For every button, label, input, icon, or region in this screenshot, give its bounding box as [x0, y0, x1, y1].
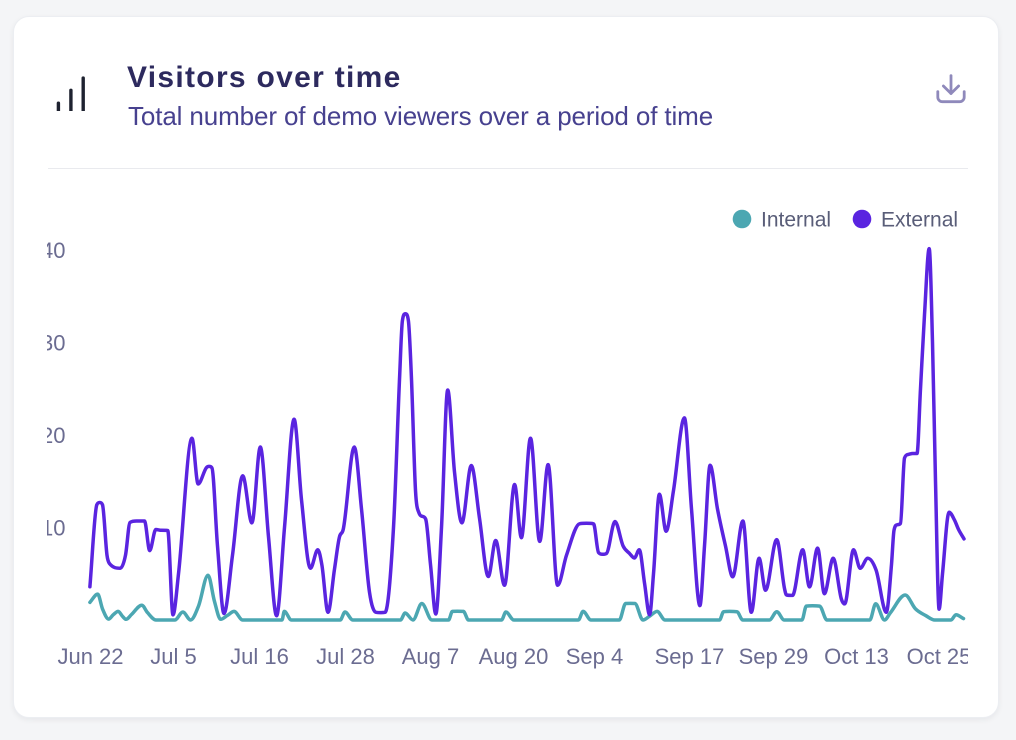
svg-text:Sep 4: Sep 4 [565, 644, 623, 669]
svg-text:Jul 16: Jul 16 [230, 644, 289, 669]
svg-text:40: 40 [47, 238, 66, 263]
svg-text:Sep 29: Sep 29 [738, 644, 808, 669]
svg-text:Aug 20: Aug 20 [478, 644, 548, 669]
svg-text:Aug 7: Aug 7 [401, 644, 459, 669]
svg-text:Jul 28: Jul 28 [316, 644, 375, 669]
svg-text:External: External [881, 209, 958, 232]
svg-text:Internal: Internal [761, 209, 831, 232]
svg-text:10: 10 [47, 516, 66, 541]
svg-text:Jul 5: Jul 5 [150, 644, 196, 669]
svg-text:Oct 13: Oct 13 [824, 644, 889, 669]
svg-text:Jun 22: Jun 22 [57, 644, 123, 669]
svg-text:Sep 17: Sep 17 [654, 644, 724, 669]
svg-text:20: 20 [47, 423, 66, 448]
svg-text:30: 30 [47, 331, 66, 356]
svg-text:Oct 25: Oct 25 [906, 644, 968, 669]
